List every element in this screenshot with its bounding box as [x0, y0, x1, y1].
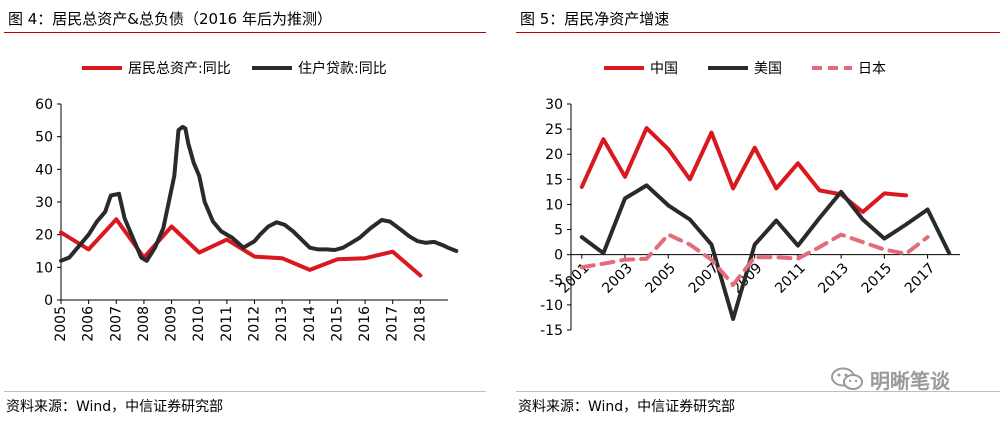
source-note: 资料来源：Wind，中信证券研究部 — [6, 399, 224, 415]
y-tick-label: 60 — [35, 97, 53, 113]
legend-label-0: 中国 — [650, 61, 678, 77]
footer-divider — [516, 391, 1000, 392]
x-tick-label: 2015 — [329, 306, 345, 342]
x-tick-label: 2011 — [772, 260, 809, 297]
legend-label-0: 居民总资产:同比 — [128, 61, 231, 77]
series-line-1 — [579, 183, 952, 321]
y-tick-label: 30 — [545, 97, 563, 113]
watermark-text: 明晰笔谈 — [870, 368, 950, 393]
x-tick-label: 2013 — [815, 260, 852, 297]
y-tick-label: 50 — [35, 130, 53, 146]
x-tick-label: 2003 — [599, 260, 636, 297]
y-tick-label: 10 — [35, 260, 53, 276]
y-tick-label: 20 — [545, 147, 563, 163]
chart-title: 图 5：居民净资产增速 — [520, 10, 670, 28]
chart-title: 图 4：居民总资产&总负债（2016 年后为推测） — [8, 10, 332, 28]
x-tick-label: 2009 — [164, 306, 180, 342]
chart-household-assets-loans: 居民总资产:同比 住户贷款:同比 0 10 20 30 40 50 60 2005 2006 2007… — [35, 60, 459, 342]
x-tick-label: 2015 — [859, 260, 896, 297]
x-tick-label: 2011 — [219, 306, 235, 342]
y-tick-label: -10 — [540, 298, 563, 314]
footer-divider — [4, 391, 486, 392]
x-tick-label: 2010 — [191, 306, 207, 342]
y-tick-label: 20 — [35, 228, 53, 244]
x-tick-label: 2016 — [357, 306, 373, 342]
y-tick-label: 25 — [545, 122, 563, 138]
x-tick-label: 2017 — [385, 306, 401, 342]
y-tick-label: 30 — [35, 195, 53, 211]
y-tick-label: 10 — [545, 197, 563, 213]
chart-panel-net-assets-growth: 图 5：居民净资产增速 中国 美国 日本 -15 -10 -5 0 5 10 15 20 25 30 20… — [512, 0, 1004, 425]
y-tick-label: 0 — [554, 248, 563, 264]
x-tick-label: 2012 — [247, 306, 263, 342]
y-tick-label: -5 — [549, 273, 563, 289]
series-line-0 — [579, 126, 908, 214]
x-tick-label: 2005 — [53, 306, 69, 342]
legend-label-2: 日本 — [858, 61, 886, 77]
title-divider — [4, 32, 486, 33]
x-tick-label: 2013 — [274, 306, 290, 342]
legend-label-1: 美国 — [754, 61, 782, 77]
y-tick-label: 5 — [554, 223, 563, 239]
y-tick-label: 15 — [545, 172, 563, 188]
x-tick-label: 2006 — [81, 306, 97, 342]
x-tick-label: 2014 — [302, 306, 318, 342]
x-tick-label: 2018 — [412, 306, 428, 342]
series-line-0 — [59, 217, 423, 278]
x-tick-label: 2017 — [902, 260, 939, 297]
legend-label-1: 住户贷款:同比 — [298, 60, 387, 77]
watermark: 明晰笔谈 — [830, 366, 950, 393]
title-divider — [516, 32, 1000, 33]
wechat-icon — [831, 367, 863, 390]
x-tick-label: 2005 — [643, 260, 680, 297]
y-tick-label: 0 — [44, 293, 53, 309]
chart-panel-assets-liabilities: 图 4：居民总资产&总负债（2016 年后为推测） 居民总资产:同比 住户贷款:同… — [0, 0, 490, 425]
x-tick-label: 2008 — [136, 306, 152, 342]
series-line-1 — [59, 124, 459, 263]
series-line-2 — [579, 232, 930, 287]
y-tick-label: -15 — [540, 323, 563, 339]
y-tick-label: 40 — [35, 162, 53, 178]
x-tick-label: 2007 — [108, 306, 124, 342]
source-note: 资料来源：Wind，中信证券研究部 — [518, 399, 736, 415]
